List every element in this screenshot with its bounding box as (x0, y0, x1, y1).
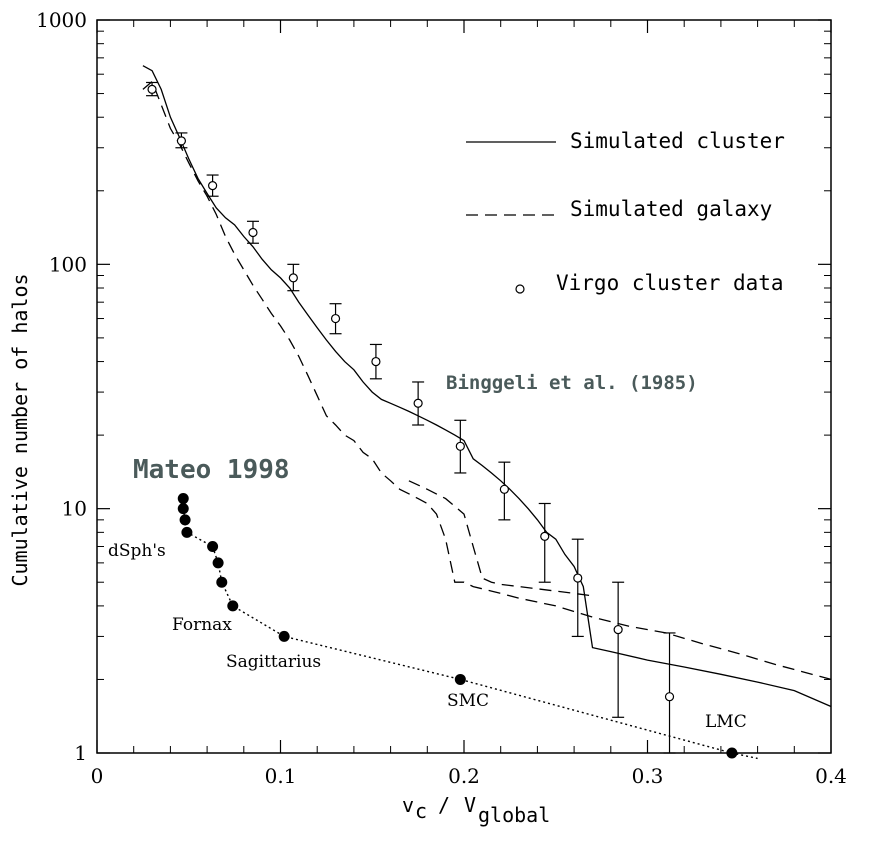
annotation-binggeli: Binggeli et al. (1985) (446, 372, 698, 394)
annotation-mateo: Mateo 1998 (133, 455, 290, 485)
annotation-lmc: LMC (705, 712, 747, 732)
virgo-point (613, 624, 623, 635)
local-group-point (181, 526, 193, 538)
legend-circle-swatch (515, 284, 525, 294)
annotation-fornax: Fornax (172, 615, 232, 635)
local-group-point (207, 541, 219, 553)
virgo-points (146, 81, 676, 754)
virgo-point (499, 484, 509, 494)
virgo-point (176, 136, 187, 146)
local-group-point (179, 514, 191, 526)
virgo-point (248, 227, 258, 238)
virgo-point (147, 84, 157, 94)
x-label-sub-global: global (478, 803, 550, 827)
x-tick-labels: 0 0.1 0.2 0.3 0.4 (91, 764, 847, 788)
x-tick-label: 0 (91, 764, 104, 788)
legend-label-virgo: Virgo cluster data (556, 271, 784, 295)
x-tick-label: 0.3 (632, 764, 664, 788)
annotation-smc: SMC (447, 691, 489, 711)
x-tick-label: 0.1 (265, 764, 297, 788)
x-label-sub-c: c (415, 799, 427, 823)
local-group-point (212, 557, 224, 569)
series-line-simulated-galaxy (142, 80, 832, 681)
y-tick-label: 100 (49, 252, 87, 276)
annotation-dsph: dSph's (108, 541, 166, 561)
virgo-point (540, 531, 550, 542)
x-label-V: V (464, 793, 476, 817)
y-tick-label: 1 (74, 741, 87, 765)
x-tick-label: 0.2 (448, 764, 480, 788)
virgo-point (288, 273, 298, 283)
x-tick-label: 0.4 (815, 764, 847, 788)
series-line-local-group (182, 498, 758, 760)
local-group-points (177, 493, 738, 759)
local-group-point (726, 747, 738, 759)
local-group-point (177, 503, 189, 515)
series-line-simulated-galaxy-upper-branch (408, 480, 593, 597)
virgo-point (413, 398, 423, 408)
legend: Simulated cluster Simulated galaxy Virgo… (466, 129, 785, 295)
virgo-point (455, 441, 465, 451)
virgo-point (330, 313, 341, 324)
local-group-point (177, 493, 189, 505)
legend-label-galaxy: Simulated galaxy (570, 197, 772, 221)
virgo-point (664, 692, 675, 702)
virgo-point (371, 356, 381, 367)
y-tick-label: 1000 (36, 8, 87, 32)
y-axis-label: Cumulative number of halos (8, 273, 32, 586)
annotation-sagittarius: Sagittarius (226, 652, 321, 672)
y-tick-label: 10 (62, 497, 87, 521)
x-axis-label: v c / V global (402, 793, 550, 827)
axis-ticks (96, 19, 832, 754)
local-group-point (454, 673, 466, 685)
series-line-simulated-cluster (142, 65, 832, 708)
virgo-point (208, 181, 218, 191)
virgo-point (573, 573, 583, 583)
legend-label-cluster: Simulated cluster (570, 129, 785, 153)
y-tick-labels: 1 10 100 1000 (36, 8, 87, 765)
x-label-slash: / (438, 793, 450, 817)
local-group-point (278, 630, 290, 642)
x-label-v: v (402, 793, 414, 817)
local-group-point (227, 600, 239, 612)
local-group-point (216, 576, 228, 588)
